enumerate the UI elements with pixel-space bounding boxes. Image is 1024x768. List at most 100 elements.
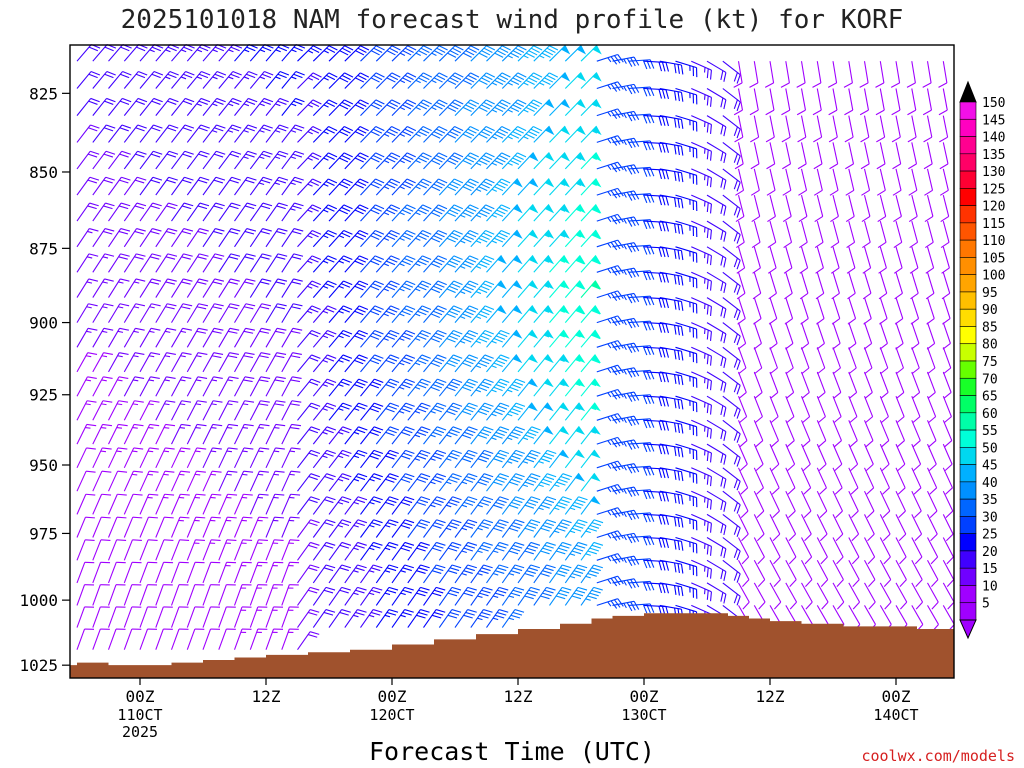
wind-barb [486,378,510,397]
wind-barb [360,329,384,348]
wind-barb [171,447,191,469]
wind-barb [233,470,254,492]
wind-barb [675,419,698,437]
wind-barb [798,168,808,196]
wind-barb [785,537,797,565]
wind-barb [706,371,727,393]
wind-barb [911,514,923,542]
wind-barb [423,426,447,445]
wind-barb [580,98,602,116]
colorbar-label: 65 [982,390,998,405]
wind-barb [249,561,268,584]
wind-barb [549,564,572,584]
wind-barb [736,220,745,249]
wind-barb [297,45,322,62]
wind-barb [501,378,526,397]
wind-barb [486,204,511,222]
wind-barb [249,493,269,515]
wind-barb [123,202,147,222]
wind-barb [328,178,353,196]
colorbar-label: 35 [982,493,998,508]
wind-barb [155,516,174,538]
x-tick-label: 12Z [756,687,785,706]
wind-barb [549,203,570,222]
wind-barb [328,378,352,397]
colorbar-swatch [959,412,977,431]
wind-barb [139,493,159,515]
wind-barb [360,586,383,606]
wind-barb [751,194,761,223]
wind-barb [769,395,779,424]
wind-barb [722,582,741,606]
wind-barb [580,44,602,62]
wind-barb [564,378,586,397]
wind-barb [942,443,953,472]
wind-barb [155,447,175,469]
wind-barb [895,420,905,448]
wind-barb [767,194,776,223]
wind-barb [423,178,448,196]
wind-barb [312,255,337,273]
wind-barb [691,559,712,579]
y-tick-label: 925 [29,386,58,405]
wind-barb [659,297,684,311]
wind-barb [265,561,284,584]
wind-barb [470,152,495,170]
wind-barb [816,322,825,350]
wind-barb [785,322,794,350]
wind-barb [722,513,741,537]
wind-barb [297,564,320,584]
wind-barb [155,43,180,62]
wind-barb [879,560,892,587]
wind-barb [814,194,824,223]
wind-barb [108,150,131,170]
colorbar-label: 115 [982,217,1005,232]
wind-barb [926,467,938,495]
wind-barb [501,496,525,515]
wind-barb [139,97,163,116]
wind-barb [517,519,541,538]
wind-barb [596,413,624,424]
wind-barb [328,152,353,170]
colorbar-swatch [959,377,977,396]
wind-barb [312,378,337,397]
wind-barb [846,246,856,274]
wind-barb [155,352,176,373]
wind-barb [643,322,670,334]
wind-barb [564,519,588,538]
wind-barb [407,126,432,143]
wind-barb [186,628,205,650]
wind-barb [328,204,353,222]
wind-barb [391,305,416,323]
wind-barb [675,322,698,339]
y-tick-label: 825 [29,84,58,103]
wind-barb [750,168,760,196]
wind-barb [297,378,321,397]
wind-barb [249,327,271,348]
wind-barb [706,60,727,82]
wind-barb [218,124,242,143]
wind-barb [596,265,624,276]
wind-barb [265,516,284,538]
wind-barb [501,519,525,538]
wind-barb [864,490,875,519]
wind-barb [722,246,741,270]
wind-barb [470,402,494,421]
wind-barb [312,204,338,222]
wind-barb [549,329,570,348]
wind-barb [942,420,953,448]
colorbar-top-arrow [959,80,977,103]
wind-barb [564,354,586,373]
wind-barb [737,347,747,375]
wind-barb [281,97,305,116]
wind-barb [407,426,431,445]
wind-barb [691,322,712,341]
wind-barb [155,493,175,515]
wind-barb [860,115,870,143]
wind-barb [249,516,269,538]
x-tick-label: 00Z [630,687,659,706]
wind-barb [360,178,385,196]
wind-barb [486,354,510,373]
wind-barb [92,447,112,469]
wind-barb [722,419,741,443]
